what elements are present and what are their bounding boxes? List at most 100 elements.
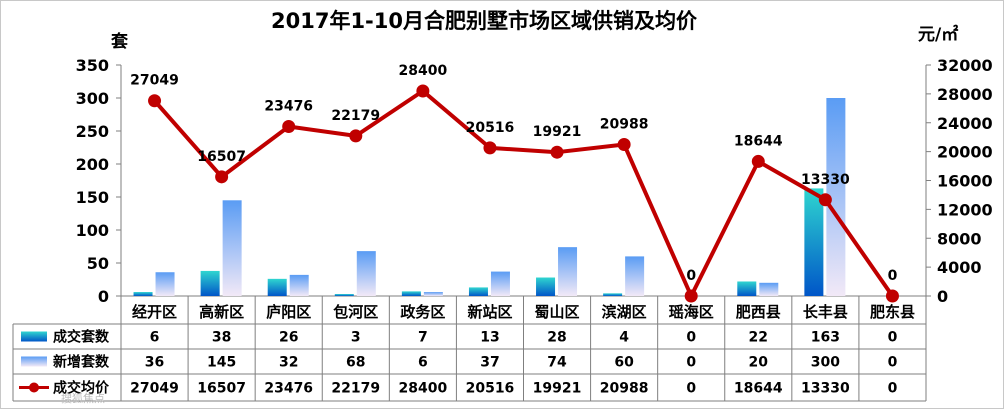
avg-price-point [483, 141, 497, 155]
left-tick-label: 0 [98, 287, 109, 306]
category-label: 长丰县 [803, 303, 848, 321]
legend-key-new [21, 356, 47, 367]
table-cell-value: 20 [749, 355, 769, 371]
table-cell-value: 7 [418, 330, 428, 346]
legend-key-marker [29, 382, 39, 393]
avg-price-point [818, 193, 832, 207]
bar-new-units [625, 256, 645, 296]
avg-price-data-label: 27049 [130, 73, 179, 89]
category-label: 经开区 [132, 303, 177, 321]
category-label: 滨湖区 [602, 303, 647, 321]
right-tick-label: 0 [937, 287, 948, 306]
table-cell-value: 16507 [197, 381, 246, 397]
bar-new-units [289, 274, 309, 296]
table-cell-value: 13 [480, 330, 499, 346]
avg-price-data-label: 0 [888, 268, 898, 284]
category-label: 政务区 [400, 303, 445, 321]
table-cell-value: 68 [346, 355, 365, 371]
bar-new-units [155, 272, 175, 296]
left-tick-label: 250 [76, 122, 109, 141]
table-cell-value: 0 [888, 330, 898, 346]
bar-deal-units [133, 292, 153, 296]
legend-row-name: 成交均价 [53, 380, 110, 397]
avg-price-point [617, 137, 631, 151]
category-label: 肥西县 [736, 303, 781, 321]
table-cell-value: 13330 [801, 381, 850, 397]
avg-price-point [550, 145, 564, 159]
avg-price-data-label: 22179 [331, 108, 380, 124]
bar-deal-units [267, 278, 287, 296]
category-label: 蜀山区 [535, 303, 580, 321]
right-tick-label: 16000 [937, 172, 993, 191]
bar-deal-units [334, 294, 354, 296]
left-tick-label: 100 [76, 221, 109, 240]
table-cell-value: 27049 [130, 381, 179, 397]
table-cell-value: 60 [614, 355, 634, 371]
avg-price-point [684, 289, 698, 303]
category-label: 瑶海区 [669, 303, 714, 321]
table-cell-value: 300 [811, 355, 840, 371]
table-cell-value: 18644 [734, 381, 783, 397]
table-cell-value: 20516 [466, 381, 515, 397]
table-cell-value: 38 [212, 330, 231, 346]
avg-price-point [349, 129, 363, 143]
category-label: 庐阳区 [266, 303, 311, 321]
avg-price-data-label: 13330 [801, 172, 850, 188]
avg-price-data-label: 16507 [197, 149, 246, 165]
bar-new-units [222, 200, 242, 296]
right-tick-label: 24000 [937, 114, 993, 133]
left-axis-unit: 套 [110, 31, 129, 52]
bar-new-units [490, 271, 510, 296]
avg-price-point [751, 154, 765, 168]
table-cell-value: 28 [547, 330, 566, 346]
avg-price-data-label: 28400 [399, 63, 448, 79]
avg-price-line [153, 88, 895, 298]
table-cell-value: 3 [351, 330, 361, 346]
table-cell-value: 4 [619, 330, 629, 346]
table-cell-value: 6 [150, 330, 160, 346]
table-cell-value: 0 [686, 355, 696, 371]
table-cell-value: 6 [418, 355, 428, 371]
avg-price-point [416, 84, 430, 98]
avg-price-point [215, 170, 229, 184]
left-tick-label: 50 [87, 254, 109, 273]
left-tick-label: 350 [76, 56, 109, 75]
category-label: 新站区 [467, 303, 512, 321]
table-cell-value: 28400 [399, 381, 448, 397]
avg-price-point [885, 289, 899, 303]
chart-title: 2017年1-10月合肥别墅市场区域供销及均价 [271, 9, 698, 33]
bar-new-units [356, 251, 376, 296]
table-cell-value: 23476 [264, 381, 313, 397]
table-cell-value: 0 [888, 355, 898, 371]
data-table: 经开区 高新区 庐阳区 包河区 政务区 新站区 蜀山区 滨湖区 瑶海区 肥西县 长丰县 肥东县成交套数… [12, 296, 927, 402]
bar-deal-units [737, 281, 757, 296]
bar-new-units [423, 292, 443, 296]
table-cell-value: 0 [686, 330, 696, 346]
table-cell-value: 145 [207, 355, 236, 371]
bar-new-units [558, 247, 578, 296]
avg-price-data-label: 19921 [533, 124, 582, 140]
table-cell-value: 37 [480, 355, 499, 371]
bar-new-units [759, 282, 779, 296]
table-cell-value: 163 [811, 330, 840, 346]
table-cell-value: 22179 [331, 381, 380, 397]
avg-price-data-label: 20988 [600, 116, 649, 132]
right-axis-unit: 元/㎡ [918, 24, 958, 45]
table-cell-value: 26 [279, 330, 298, 346]
table-cell-value: 0 [888, 381, 898, 397]
table-cell-value: 32 [279, 355, 298, 371]
legend-row-name: 成交套数 [53, 329, 110, 346]
right-tick-label: 28000 [937, 85, 993, 104]
left-tick-label: 300 [76, 89, 109, 108]
avg-price-data-label: 0 [686, 268, 696, 284]
bar-deal-units [536, 277, 556, 296]
right-tick-label: 4000 [937, 258, 982, 277]
table-cell-value: 0 [686, 381, 696, 397]
avg-price-data-label: 23476 [264, 99, 313, 115]
right-tick-label: 32000 [937, 56, 993, 75]
plot-area: 0 50 100 150 200 250 300 350 0 4000 8000 12000 16000… [76, 56, 993, 306]
legend-row-name: 新增套数 [53, 354, 110, 371]
right-tick-label: 20000 [937, 143, 993, 162]
table-cell-value: 36 [145, 355, 164, 371]
